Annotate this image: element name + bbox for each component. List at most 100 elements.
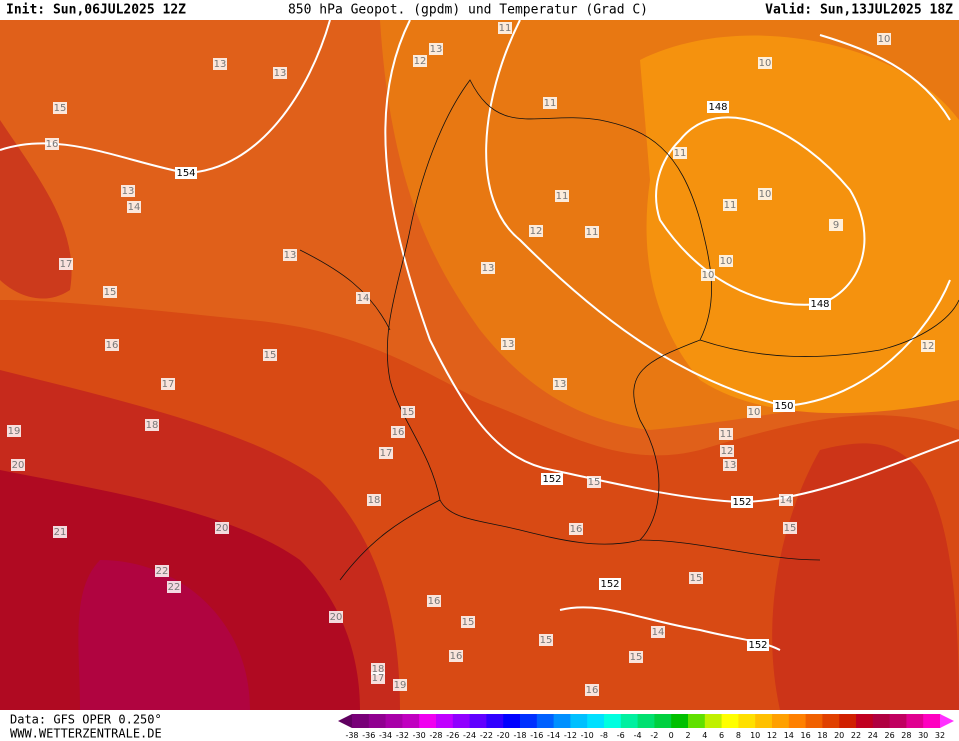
- colorbar-label: 28: [901, 731, 911, 740]
- label-box: [758, 57, 772, 69]
- colorbar-label: -8: [600, 731, 608, 740]
- label-box: [127, 201, 141, 213]
- colorbar-segment: [654, 714, 672, 728]
- label-box: [539, 634, 553, 646]
- colorbar-label: -22: [480, 731, 493, 740]
- colorbar-segment: [839, 714, 857, 728]
- colorbar-label: 18: [817, 731, 827, 740]
- label-box: [7, 425, 21, 437]
- colorbar-segment: [469, 714, 487, 728]
- colorbar-label: -28: [429, 731, 442, 740]
- label-box: [145, 419, 159, 431]
- temperature-label: 13: [214, 59, 227, 70]
- geopotential-label: 152: [542, 474, 561, 485]
- label-box: [45, 138, 59, 150]
- colorbar-label: 2: [685, 731, 690, 740]
- temperature-label: 12: [530, 226, 543, 237]
- label-box: [379, 447, 393, 459]
- geopotential-label: 152: [600, 579, 619, 590]
- colorbar-label: -38: [345, 731, 358, 740]
- label-box: [215, 522, 229, 534]
- colorbar-end: [940, 714, 954, 728]
- label-box: [877, 33, 891, 45]
- colorbar-label: 12: [767, 731, 777, 740]
- label-box: [273, 67, 287, 79]
- temperature-label: 16: [586, 685, 599, 696]
- borders: [299, 79, 959, 581]
- label-box: [175, 167, 197, 179]
- geopotential-label: 150: [774, 401, 793, 412]
- temperature-label: 12: [414, 56, 427, 67]
- colorbar-label: 16: [801, 731, 811, 740]
- temperature-label: 15: [630, 652, 643, 663]
- temperature-label: 14: [128, 202, 141, 213]
- label-box: [921, 340, 935, 352]
- colorbar-label: 4: [702, 731, 707, 740]
- colorbar-segment: [604, 714, 622, 728]
- temperature-label: 14: [780, 495, 793, 506]
- valid-time: Valid: Sun,13JUL2025 18Z: [765, 3, 953, 18]
- temperature-label: 13: [502, 339, 515, 350]
- temperature-label: 13: [482, 263, 495, 274]
- label-box: [585, 684, 599, 696]
- temperature-label: 15: [402, 407, 415, 418]
- temperature-label: 13: [284, 250, 297, 261]
- label-box: [758, 188, 772, 200]
- label-box: [11, 459, 25, 471]
- geopotential-label: 152: [748, 640, 767, 651]
- temperature-label: 11: [544, 98, 557, 109]
- temperature-label: 18: [146, 420, 159, 431]
- colorbar-label: 22: [851, 731, 861, 740]
- temperature-label: 15: [540, 635, 553, 646]
- label-box: [587, 476, 601, 488]
- label-box: [367, 494, 381, 506]
- colorbar-segment: [772, 714, 790, 728]
- label-box: [689, 572, 703, 584]
- label-box: [541, 473, 563, 485]
- temperature-label: 13: [274, 68, 287, 79]
- colorbar: -38 -36 -34 -32 -30 -28 -26 -24 -22 -20 -18 -16 -14-…: [338, 714, 954, 740]
- colorbar-segment: [368, 714, 387, 728]
- geopotential-label: 148: [810, 299, 829, 310]
- label-box: [263, 349, 277, 361]
- geopotential-label: 152: [732, 497, 751, 508]
- colorbar-segment: [536, 714, 555, 728]
- init-time: Init: Sun,06JUL2025 12Z: [6, 3, 186, 18]
- colorbar-segment: [788, 714, 807, 728]
- temperature-label: 14: [652, 627, 665, 638]
- temperature-label: 15: [104, 287, 117, 298]
- label-box: [629, 651, 643, 663]
- temperature-label: 10: [702, 270, 715, 281]
- label-box: [121, 185, 135, 197]
- label-box: [555, 190, 569, 202]
- label-box: [329, 611, 343, 623]
- data-source: Data: GFS OPER 0.250°: [10, 713, 162, 727]
- temperature-label: 18: [368, 495, 381, 506]
- colorbar-label: 0: [669, 731, 674, 740]
- label-box: [498, 22, 512, 34]
- website: WWW.WETTERZENTRALE.DE: [10, 727, 162, 741]
- label-box: [283, 249, 297, 261]
- temperature-label: 17: [380, 448, 393, 459]
- label-box: [413, 55, 427, 67]
- colorbar-label: 14: [784, 731, 794, 740]
- temperature-label: 11: [720, 429, 733, 440]
- temperature-label: 17: [162, 379, 175, 390]
- temperature-label: 11: [499, 23, 512, 34]
- temperature-label: 9: [833, 220, 839, 231]
- label-box: [707, 101, 729, 113]
- label-box: [59, 258, 73, 270]
- label-box: [719, 428, 733, 440]
- label-box: [356, 292, 370, 304]
- colorbar-label: -34: [379, 731, 392, 740]
- colorbar-label: 20: [834, 731, 844, 740]
- temperature-label: 15: [784, 523, 797, 534]
- temp-zone: [0, 120, 72, 299]
- colorbar-label: 24: [868, 731, 878, 740]
- colorbar-segment: [738, 714, 756, 728]
- temperature-label: 21: [54, 527, 67, 538]
- title: 850 hPa Geopot. (gpdm) und Temperatur (G…: [288, 3, 648, 18]
- temperature-label: 10: [720, 256, 733, 267]
- label-box: [103, 286, 117, 298]
- colorbar-segment: [856, 714, 874, 728]
